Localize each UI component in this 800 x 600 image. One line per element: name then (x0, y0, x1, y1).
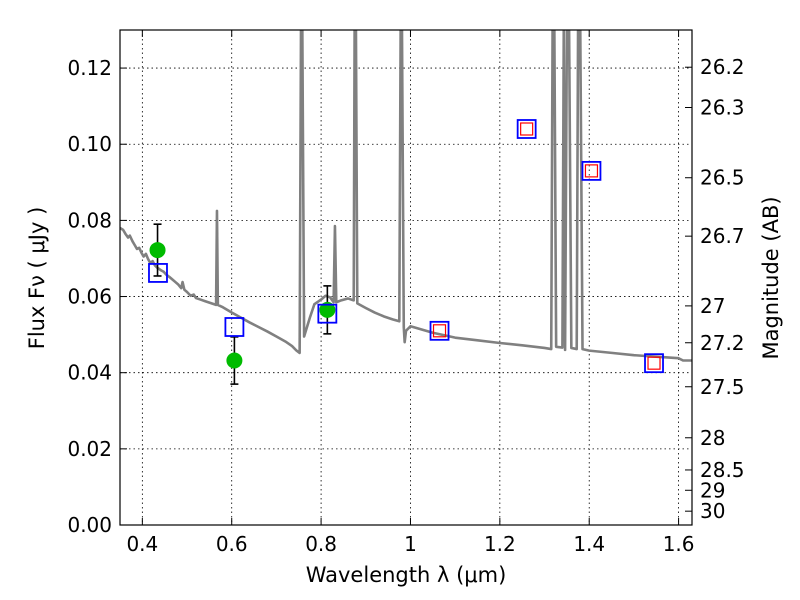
y-tick-label: 0.08 (67, 208, 112, 232)
y-axis-label: Flux Fν ( μJy ) (25, 207, 49, 350)
y2-tick-label: 27.5 (700, 375, 745, 399)
model-flux-square-inner (432, 324, 447, 338)
x-tick-label: 0.6 (216, 532, 248, 556)
x-tick-label: 0.8 (305, 532, 337, 556)
x-tick-label: 1.6 (663, 532, 695, 556)
y2-tick-label: 26.3 (700, 95, 745, 119)
y-tick-label: 0.06 (67, 285, 112, 309)
y-tick-label: 0.00 (67, 513, 112, 537)
x-tick-label: 1.2 (484, 532, 516, 556)
model-flux-square (429, 320, 450, 341)
observed-flux-point (226, 352, 243, 369)
y2-tick-label: 28.5 (700, 458, 745, 482)
y2-tick-label: 28 (700, 426, 725, 450)
x-axis-label: Wavelength λ (μm) (306, 563, 507, 587)
model-flux-square (224, 317, 245, 337)
x-tick-label: 0.4 (126, 532, 158, 556)
y2-tick-label: 29 (700, 478, 725, 502)
y2-axis-label: Magnitude (AB) (759, 196, 783, 359)
y-tick-label: 0.04 (67, 361, 112, 385)
y2-tick-label: 26.5 (700, 166, 745, 190)
y2-tick-label: 26.2 (700, 55, 745, 79)
y-tick-label: 0.12 (67, 56, 112, 80)
model-flux-square-inner (520, 122, 534, 136)
model-flux-square (317, 303, 338, 324)
series-layer (120, 30, 692, 385)
plot-frame (119, 29, 693, 526)
y2-tick-label: 26.7 (700, 224, 745, 248)
model-flux-square (516, 119, 537, 139)
model-flux-square-inner (647, 356, 661, 370)
observed-flux-point (319, 301, 336, 318)
y-tick-label: 0.10 (67, 132, 112, 156)
model-flux-square (644, 353, 664, 374)
y2-tick-label: 27.2 (700, 331, 745, 355)
model-flux-square (148, 263, 168, 283)
ticks: 0.4 0.6 0.8 1 1.2 1.4 1.6 0.00 0.02 0.04 0.06 0.08 0… (67, 30, 745, 556)
y2-tick-label: 30 (700, 499, 725, 523)
model-flux-square (581, 160, 602, 181)
model-flux-square-inner (584, 164, 599, 178)
sed-model-line (120, 30, 692, 362)
y2-tick-label: 27 (700, 294, 725, 318)
x-tick-label: 1.4 (573, 532, 605, 556)
observed-flux-point (149, 242, 166, 259)
x-tick-label: 1 (404, 532, 417, 556)
y-tick-label: 0.02 (67, 437, 112, 461)
